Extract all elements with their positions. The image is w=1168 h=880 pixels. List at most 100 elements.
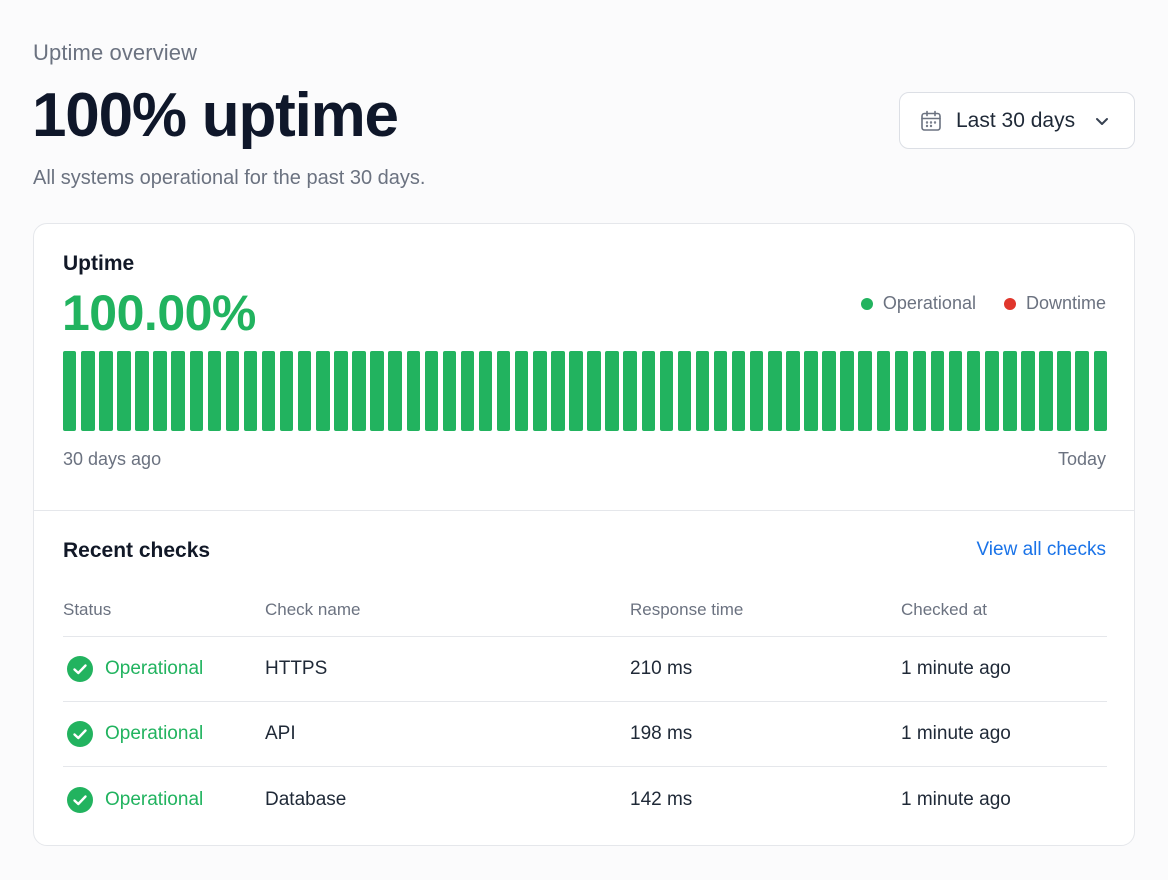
uptime-bar[interactable] <box>189 351 204 431</box>
uptime-bar[interactable] <box>713 351 728 431</box>
uptime-bar[interactable] <box>478 351 493 431</box>
uptime-bar[interactable] <box>514 351 529 431</box>
uptime-bar[interactable] <box>985 351 999 431</box>
uptime-bar[interactable] <box>243 351 258 431</box>
uptime-bar[interactable] <box>298 351 312 431</box>
uptime-bar[interactable] <box>261 351 276 431</box>
check-name: HTTPS <box>265 658 328 679</box>
status-text: Operational <box>105 723 204 744</box>
calendar-icon <box>919 109 943 133</box>
uptime-bar[interactable] <box>207 351 222 431</box>
uptime-bar[interactable] <box>677 351 692 431</box>
table-row[interactable]: Operational API 198 ms 1 minute ago <box>63 702 1107 767</box>
check-circle-icon <box>67 786 93 813</box>
chevron-down-icon <box>1093 112 1111 130</box>
checked-at: 1 minute ago <box>901 658 1011 679</box>
column-header-checked-at: Checked at <box>901 600 987 619</box>
uptime-bar[interactable] <box>966 351 981 431</box>
date-range-label: Last 30 days <box>956 108 1076 132</box>
uptime-bar[interactable] <box>786 351 800 431</box>
uptime-bar[interactable] <box>424 351 439 431</box>
uptime-bar[interactable] <box>731 351 746 431</box>
uptime-bar[interactable] <box>533 351 547 431</box>
uptime-bar[interactable] <box>388 351 402 431</box>
response-time: 142 ms <box>630 788 693 810</box>
uptime-bar[interactable] <box>99 351 113 431</box>
uptime-bar[interactable] <box>117 351 131 431</box>
uptime-bar[interactable] <box>153 351 167 431</box>
uptime-bar[interactable] <box>442 351 457 431</box>
uptime-bar[interactable] <box>1057 351 1071 431</box>
uptime-bar[interactable] <box>352 351 366 431</box>
uptime-bar[interactable] <box>912 351 927 431</box>
uptime-bar[interactable] <box>1021 351 1035 431</box>
axis-end-label: Today <box>1057 449 1106 469</box>
uptime-bar[interactable] <box>551 351 565 431</box>
uptime-bar[interactable] <box>225 351 240 431</box>
column-header-response-time: Response time <box>630 600 744 619</box>
view-all-checks-link[interactable]: View all checks <box>976 539 1106 560</box>
uptime-bar[interactable] <box>768 351 782 431</box>
uptime-bar[interactable] <box>334 351 348 431</box>
checked-at: 1 minute ago <box>901 723 1011 744</box>
uptime-bar[interactable] <box>1039 351 1053 431</box>
uptime-bar[interactable] <box>569 351 583 431</box>
uptime-bar[interactable] <box>171 351 185 431</box>
section-divider <box>34 510 1134 511</box>
legend-item-downtime: Downtime <box>1003 293 1106 314</box>
status-cell: Operational <box>63 656 203 682</box>
uptime-bar[interactable] <box>930 351 945 431</box>
uptime-percentage: 100.00% <box>62 285 256 341</box>
uptime-bar[interactable] <box>406 351 420 431</box>
column-header-status: Status <box>63 600 112 619</box>
uptime-bar[interactable] <box>894 351 909 431</box>
uptime-title: Uptime <box>63 252 135 275</box>
uptime-legend: Operational Downtime <box>860 293 1106 314</box>
uptime-bar[interactable] <box>605 351 619 431</box>
check-circle-icon <box>67 656 93 682</box>
legend-label-downtime: Downtime <box>1025 293 1106 313</box>
uptime-bar[interactable] <box>750 351 764 431</box>
legend-dot-operational <box>860 297 873 310</box>
uptime-bar[interactable] <box>876 351 891 431</box>
check-circle-icon <box>67 721 93 747</box>
axis-start-label: 30 days ago <box>63 449 162 469</box>
legend-dot-downtime <box>1003 297 1016 310</box>
uptime-bar[interactable] <box>81 351 95 431</box>
table-row[interactable]: Operational HTTPS 210 ms 1 minute ago <box>63 637 1107 702</box>
uptime-bar[interactable] <box>623 351 637 431</box>
date-range-select[interactable]: Last 30 days <box>899 92 1135 149</box>
uptime-bar[interactable] <box>370 351 384 431</box>
uptime-bar[interactable] <box>496 351 511 431</box>
recent-checks-table: Status Check name Response time Checked … <box>63 594 1107 832</box>
uptime-bar[interactable] <box>659 351 674 431</box>
check-name: Database <box>265 788 347 810</box>
check-name: API <box>265 723 296 744</box>
uptime-bar[interactable] <box>279 351 294 431</box>
uptime-bar[interactable] <box>1075 351 1089 431</box>
uptime-card: Uptime 100.00% Operational Downtime 30 d… <box>33 223 1135 846</box>
response-time: 210 ms <box>630 658 693 679</box>
uptime-bar[interactable] <box>460 351 475 431</box>
uptime-bar[interactable] <box>641 351 655 431</box>
legend-label-operational: Operational <box>882 293 976 313</box>
uptime-bar[interactable] <box>822 351 836 431</box>
uptime-bar[interactable] <box>1093 351 1107 431</box>
uptime-bar[interactable] <box>1003 351 1017 431</box>
uptime-bar[interactable] <box>63 351 77 431</box>
uptime-bar[interactable] <box>804 351 818 431</box>
uptime-bar[interactable] <box>695 351 710 431</box>
uptime-bar[interactable] <box>948 351 963 431</box>
table-row[interactable]: Operational Database 142 ms 1 minute ago <box>63 767 1107 832</box>
uptime-bar[interactable] <box>587 351 601 431</box>
page-title: 100% uptime <box>32 81 399 150</box>
uptime-bar[interactable] <box>316 351 330 431</box>
uptime-bar[interactable] <box>840 351 854 431</box>
status-text: Operational <box>105 658 204 679</box>
uptime-bar[interactable] <box>135 351 149 431</box>
response-time: 198 ms <box>630 723 693 744</box>
uptime-bar[interactable] <box>858 351 872 431</box>
status-cell: Operational <box>63 721 203 747</box>
status-cell: Operational <box>63 786 203 813</box>
